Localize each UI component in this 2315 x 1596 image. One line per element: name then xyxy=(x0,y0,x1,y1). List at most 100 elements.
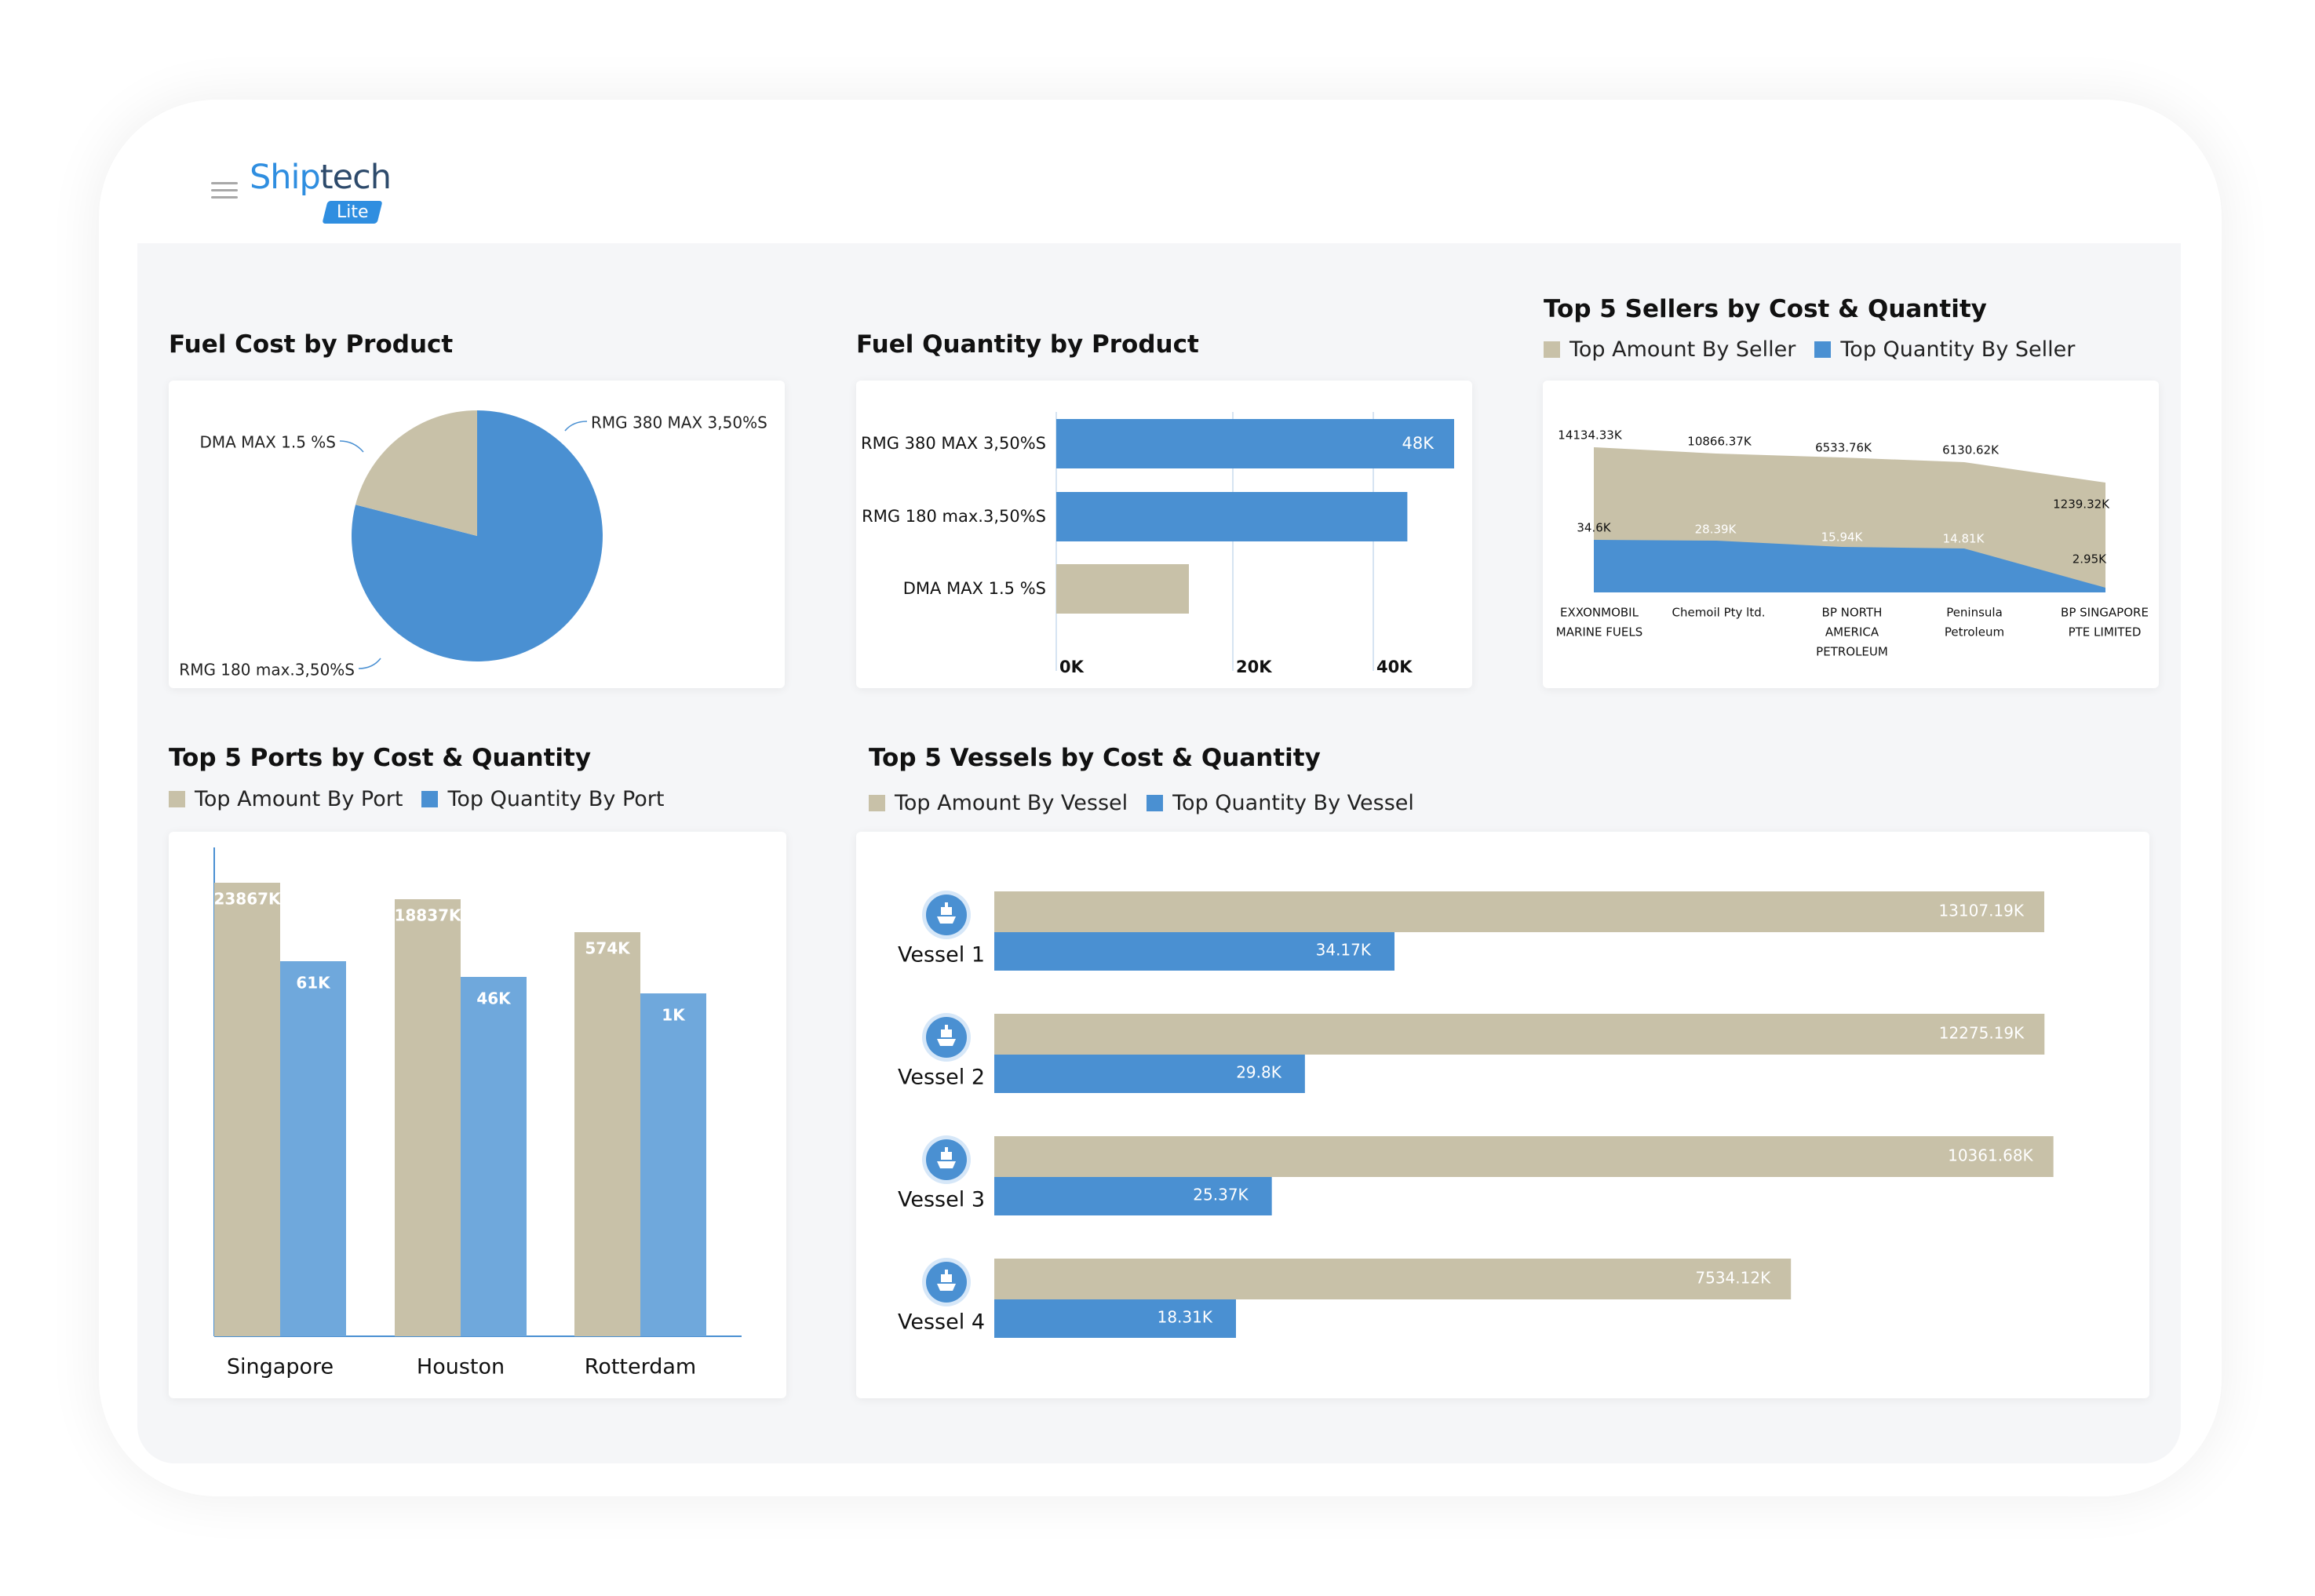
vessel-name-label: Vessel 1 xyxy=(898,943,985,967)
amount-data-label: 6130.62K xyxy=(1942,443,2000,457)
legend-swatch-amount xyxy=(869,795,885,811)
quantity-bar xyxy=(994,1299,1236,1338)
x-category-label: Rotterdam xyxy=(585,1355,696,1379)
x-tick-label: 0K xyxy=(1059,658,1085,676)
ship-cabin-icon xyxy=(941,907,952,915)
legend-item-quantity: Top Quantity By Seller xyxy=(1814,337,2075,362)
pie-slice-label: DMA MAX 1.5 %S xyxy=(199,433,336,452)
y-category-label: RMG 380 MAX 3,50%S xyxy=(861,434,1046,453)
x-category-label: AMERICA xyxy=(1825,625,1879,639)
amount-bar xyxy=(994,1014,2045,1055)
sellers-legend: Top Amount By Seller Top Quantity By Sel… xyxy=(1544,337,2094,362)
x-category-label: MARINE FUELS xyxy=(1556,625,1642,639)
quantity-value-label: 34.17K xyxy=(1316,941,1372,960)
amount-value-label: 18837K xyxy=(394,906,462,925)
y-category-label: RMG 180 max.3,50%S xyxy=(862,507,1046,526)
ship-funnel-icon xyxy=(945,1025,948,1029)
quantity-data-label: 14.81K xyxy=(1943,532,1985,546)
logo-badge: Lite xyxy=(322,201,383,224)
amount-value-label: 13107.19K xyxy=(1938,902,2024,920)
vessels-legend: Top Amount By Vessel Top Quantity By Ves… xyxy=(869,791,1433,815)
ship-funnel-icon xyxy=(945,1147,948,1152)
x-category-label: BP NORTH xyxy=(1822,606,1883,620)
ship-funnel-icon xyxy=(945,902,948,907)
fuel-quantity-bar xyxy=(1056,492,1408,541)
quantity-value-label: 46K xyxy=(476,989,512,1008)
legend-item-amount: Top Amount By Seller xyxy=(1544,337,1795,362)
amount-data-label: 1239.32K xyxy=(2053,497,2110,512)
pie-leader-line xyxy=(358,658,381,669)
ports-legend: Top Amount By Port Top Quantity By Port xyxy=(169,787,683,811)
amount-value-label: 12275.19K xyxy=(1939,1024,2025,1043)
fuel-quantity-bar xyxy=(1056,564,1189,614)
y-category-label: DMA MAX 1.5 %S xyxy=(903,579,1046,598)
quantity-data-label: 15.94K xyxy=(1821,530,1864,545)
x-category-label: Petroleum xyxy=(1945,625,2004,639)
quantity-bar xyxy=(280,961,346,1336)
vessels-bar-chart: 13107.19K 34.17K Vessel 1 12275.19K 29.8K Ves… xyxy=(898,891,2054,1338)
logo-badge-text: Lite xyxy=(336,202,369,222)
ship-cabin-icon xyxy=(941,1029,952,1037)
sellers-card: 14134.33K 10866.37K 6533.76K 6130.62K 1239.3… xyxy=(1543,381,2159,688)
legend-label-amount: Top Amount By Seller xyxy=(1569,337,1796,362)
x-category-label: EXXONMOBIL xyxy=(1560,606,1639,620)
quantity-value-label: 61K xyxy=(296,974,331,993)
legend-item-amount: Top Amount By Port xyxy=(169,787,403,811)
vessel-name-label: Vessel 3 xyxy=(898,1188,985,1212)
x-category-label: BP SINGAPORE xyxy=(2061,606,2149,620)
amount-data-label: 10866.37K xyxy=(1687,435,1752,449)
legend-swatch-amount xyxy=(169,791,185,807)
legend-item-quantity: Top Quantity By Vessel xyxy=(1147,791,1414,815)
quantity-bar xyxy=(461,977,527,1336)
amount-value-label: 7534.12K xyxy=(1695,1269,1771,1288)
app-logo: Shiptech Lite xyxy=(250,161,406,231)
legend-label-amount: Top Amount By Vessel xyxy=(895,791,1128,815)
ship-hull-icon xyxy=(937,1161,956,1168)
amount-bar xyxy=(994,1136,2054,1177)
ship-hull-icon xyxy=(937,916,956,924)
ship-cabin-icon xyxy=(941,1274,952,1282)
logo-main-text: Ship xyxy=(250,158,321,197)
legend-swatch-quantity xyxy=(421,791,439,807)
legend-label-amount: Top Amount By Port xyxy=(195,787,403,811)
fuel-cost-pie-chart: RMG 380 MAX 3,50%S RMG 180 max.3,50%S DMA … xyxy=(179,410,767,680)
quantity-bar xyxy=(994,1055,1305,1093)
quantity-value-label: 25.37K xyxy=(1193,1186,1249,1204)
legend-item-quantity: Top Quantity By Port xyxy=(421,787,664,811)
quantity-value-label: 29.8K xyxy=(1236,1063,1282,1082)
quantity-data-label: 34.6K xyxy=(1577,521,1611,535)
fuel-cost-title: Fuel Cost by Product xyxy=(169,330,454,359)
ports-card: 23867K 61K Singapore 18837K 46K Houston 574K 1K… xyxy=(169,832,786,1398)
x-category-label: Peninsula xyxy=(1946,606,2003,620)
vessels-title: Top 5 Vessels by Cost & Quantity xyxy=(869,744,1321,772)
vessels-card: 13107.19K 34.17K Vessel 1 12275.19K 29.8K Ves… xyxy=(856,832,2149,1398)
quantity-bar xyxy=(994,1177,1272,1215)
legend-swatch-amount xyxy=(1544,341,1560,358)
x-category-label: PETROLEUM xyxy=(1816,645,1888,659)
amount-value-label: 574K xyxy=(585,939,631,958)
pie-slice-label: RMG 380 MAX 3,50%S xyxy=(591,414,767,432)
logo-accent-text: tech xyxy=(319,158,392,197)
amount-data-label: 14134.33K xyxy=(1558,428,1623,443)
ship-hull-icon xyxy=(937,1039,956,1046)
hamburger-menu-icon[interactable] xyxy=(211,182,238,199)
amount-data-label: 6533.76K xyxy=(1815,441,1872,455)
legend-label-quantity: Top Quantity By Port xyxy=(447,787,665,811)
fuel-quantity-title: Fuel Quantity by Product xyxy=(856,330,1199,359)
fuel-cost-card: RMG 380 MAX 3,50%S RMG 180 max.3,50%S DMA … xyxy=(169,381,785,688)
quantity-value-label: 18.31K xyxy=(1158,1308,1213,1327)
quantity-area xyxy=(1594,540,2105,592)
amount-bar xyxy=(994,1259,1792,1299)
pie-slice-label: RMG 180 max.3,50%S xyxy=(179,661,355,680)
legend-item-amount: Top Amount By Vessel xyxy=(869,791,1128,815)
x-tick-label: 20K xyxy=(1236,658,1272,676)
x-category-label: PTE LIMITED xyxy=(2069,625,2142,639)
sellers-area-chart: 14134.33K 10866.37K 6533.76K 6130.62K 1239.3… xyxy=(1556,428,2149,659)
pie-leader-line xyxy=(564,421,588,432)
amount-bar xyxy=(214,883,280,1336)
amount-bar xyxy=(574,932,640,1336)
pie-leader-line xyxy=(339,440,364,453)
x-category-label: Houston xyxy=(417,1355,505,1379)
ship-funnel-icon xyxy=(945,1270,948,1274)
legend-swatch-quantity xyxy=(1814,341,1832,358)
